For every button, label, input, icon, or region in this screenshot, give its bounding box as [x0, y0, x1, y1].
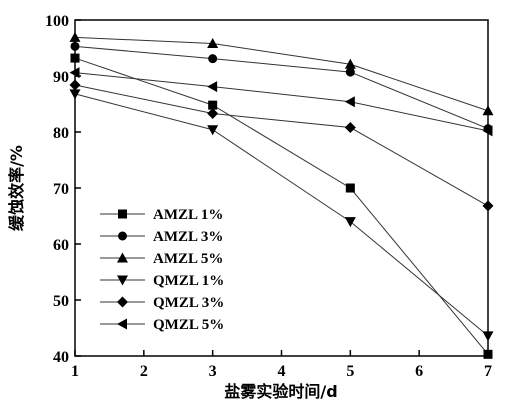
y-tick-label: 90: [53, 69, 69, 86]
y-tick-label: 80: [53, 125, 69, 142]
y-tick-label: 100: [45, 13, 69, 30]
series-layer: [69, 31, 494, 359]
data-point: [344, 122, 356, 134]
series-line: [74, 93, 489, 337]
y-axis-title: 缓蚀效率/%: [7, 145, 26, 232]
data-point: [344, 58, 356, 69]
legend-marker: [117, 275, 128, 286]
legend: AMZL 1% AMZL 3% AMZL 5% QMZL 1% QMZL 3% QMZL …: [100, 207, 224, 333]
series-line: [74, 57, 489, 355]
legend-marker: [118, 231, 127, 241]
legend-marker: [118, 209, 127, 219]
legend-marker: [117, 296, 128, 308]
data-point: [208, 100, 218, 110]
data-point: [344, 96, 355, 108]
legend-label: AMZL 5%: [153, 251, 223, 267]
plot-frame: [74, 19, 489, 357]
data-point: [207, 81, 218, 93]
axis-ticks: 1 2 3 4 5 6 7 40 50 60 70 80 90 100: [45, 13, 492, 380]
y-tick-label: 70: [53, 181, 69, 198]
y-tick-label: 50: [53, 293, 69, 310]
y-tick-label: 60: [53, 237, 69, 254]
x-tick-label: 5: [346, 363, 354, 380]
series-line: [74, 84, 489, 207]
x-tick-label: 7: [484, 363, 492, 380]
legend-marker: [117, 318, 127, 330]
x-tick-label: 2: [140, 363, 148, 380]
legend-marker: [117, 252, 128, 263]
x-axis-title: 盐雾实验时间/d: [224, 382, 337, 401]
series-line: [74, 72, 489, 132]
data-point: [344, 217, 356, 228]
data-point: [207, 125, 219, 136]
data-point: [207, 108, 219, 120]
series-line: [74, 36, 489, 112]
data-point: [345, 67, 355, 77]
legend-label: QMZL 5%: [153, 317, 224, 333]
data-point: [345, 183, 355, 193]
legend-label: AMZL 3%: [153, 229, 223, 245]
legend-label: AMZL 1%: [153, 207, 223, 223]
data-point: [207, 38, 219, 49]
x-tick-label: 6: [415, 363, 423, 380]
x-tick-label: 1: [71, 363, 79, 380]
legend-label: QMZL 1%: [153, 273, 224, 289]
x-tick-label: 3: [209, 363, 217, 380]
x-tick-label: 4: [278, 363, 286, 380]
data-point: [208, 54, 218, 64]
legend-label: QMZL 3%: [153, 295, 224, 311]
series-line: [74, 45, 489, 130]
y-tick-label: 40: [53, 349, 69, 366]
